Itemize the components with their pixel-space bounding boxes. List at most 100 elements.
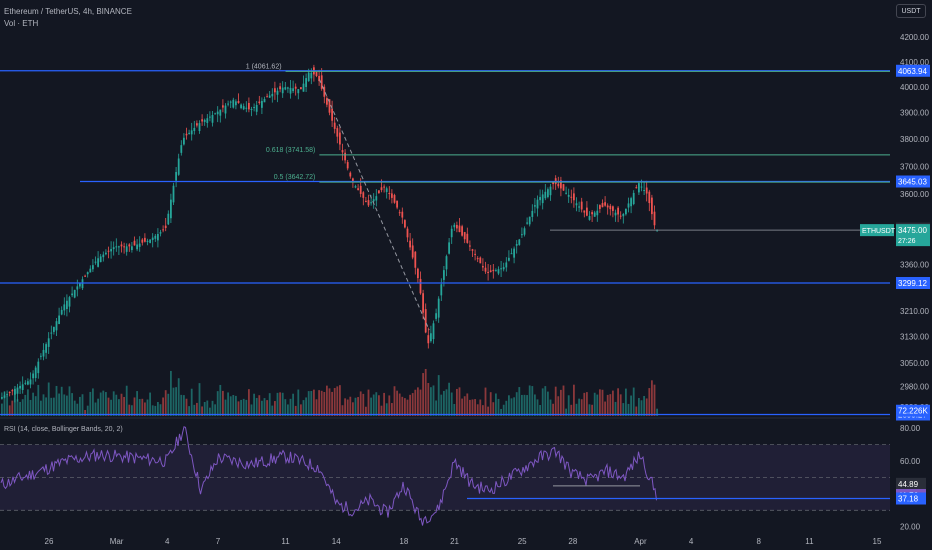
volume-bar [146,399,149,416]
candle-body [427,335,430,344]
candle-body [289,87,292,94]
volume-bar [138,399,141,416]
volume-bar [606,394,609,416]
time-tick-label: 14 [332,537,341,546]
candle-body [440,284,443,296]
volume-bar [523,394,526,416]
candle-body [115,246,118,248]
candle-body [474,253,476,255]
candle-body [458,225,461,233]
time-tick-label: 26 [45,537,54,546]
volume-bar [357,397,359,416]
candle-body [112,247,115,250]
candle-body [266,96,268,98]
candle-body [573,193,575,201]
candle-body [146,240,149,242]
candle-body [388,192,391,194]
candle-body [437,298,440,318]
candle-body [211,115,214,123]
volume-bar [388,395,391,416]
volume-bar [32,392,34,416]
candle-body [66,300,68,309]
volume-bar [359,391,362,416]
volume-bar [435,400,437,416]
price-tick-label: 3050.00 [900,359,929,368]
candle-body [593,212,596,217]
candle-body [422,293,424,313]
candle-body [484,267,487,272]
volume-bar [3,391,6,416]
volume-bar [339,385,341,416]
volume-bar [617,388,619,416]
candle-body [227,103,229,105]
candle-body [237,101,240,103]
candle-body [331,108,333,121]
candle-body [640,186,643,188]
volume-bar [128,404,131,416]
candle-body [601,203,604,208]
candle-body [162,229,164,231]
volume-bar [596,394,599,416]
volume-bar [531,386,534,416]
currency-unit-button[interactable]: USDT [896,4,926,18]
volume-bar [102,390,105,416]
ticker-label: ETHUSDT [862,228,896,235]
volume-bar [482,405,484,416]
volume-bar [185,398,188,416]
candle-body [73,289,76,298]
candle-body [578,206,580,208]
volume-bar [45,397,47,416]
volume-bar [86,405,89,416]
candle-body [411,245,414,258]
candle-body [341,150,344,153]
volume-bar [378,395,380,416]
rsi-tick-label: 20.00 [900,523,921,532]
volume-bar [37,384,40,416]
volume-bar [318,390,320,416]
volume-bar [281,392,284,416]
candle-body [97,258,99,267]
volume-bar [133,397,136,416]
candle-body [495,270,497,272]
volume-bar [112,391,115,416]
volume-bar [627,403,630,416]
candle-body [261,101,263,108]
volume-bar [248,389,250,416]
candle-body [352,178,354,183]
volume-bar [367,389,370,416]
candle-body [515,244,518,246]
candle-body [107,250,110,252]
candle-body [214,113,216,115]
level-price-badge [896,175,930,188]
candle-body [510,253,513,255]
volume-bar [645,398,648,416]
volume-bar [570,404,573,416]
volume-bar [336,386,339,416]
volume-bar [27,389,29,416]
candle-body [396,200,398,208]
volume-bar [294,405,297,416]
volume-bar [630,395,632,416]
volume-bar [183,395,185,416]
volume-bar [534,394,536,416]
candle-body [255,104,258,112]
candle-body [560,180,562,189]
candle-body [180,145,183,153]
candle-body [105,252,107,255]
candle-body [354,186,357,188]
candle-body [86,272,89,275]
candle-body [177,158,180,175]
volume-bar [170,370,172,416]
candle-body [349,172,352,177]
candle-body [183,137,185,145]
candle-body [630,198,632,207]
candle-body [144,237,146,242]
candle-body [635,187,638,189]
volume-bar [289,398,292,416]
volume-bar [352,402,354,416]
candle-body [557,183,560,187]
volume-bar [240,399,242,416]
volume-bar [640,400,643,416]
volume-bar [198,383,201,416]
